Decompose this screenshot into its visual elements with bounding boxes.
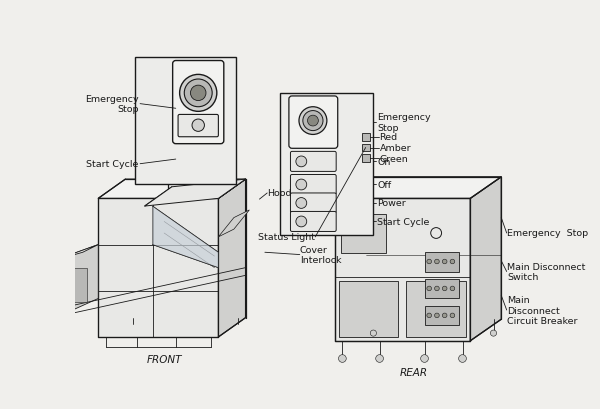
Circle shape bbox=[303, 111, 323, 131]
Bar bbox=[59, 268, 86, 303]
Polygon shape bbox=[338, 281, 398, 337]
Circle shape bbox=[434, 260, 439, 264]
Circle shape bbox=[179, 75, 217, 112]
Circle shape bbox=[192, 120, 205, 132]
Text: Main Disconnect
Switch: Main Disconnect Switch bbox=[508, 262, 586, 281]
Circle shape bbox=[184, 80, 212, 108]
Circle shape bbox=[434, 313, 439, 318]
Polygon shape bbox=[145, 180, 245, 207]
Text: On: On bbox=[377, 157, 391, 166]
Circle shape bbox=[421, 355, 428, 362]
Text: Green: Green bbox=[380, 155, 409, 164]
Circle shape bbox=[296, 198, 307, 209]
Bar bbox=[362, 144, 370, 152]
Polygon shape bbox=[152, 207, 218, 268]
Text: Start Cycle: Start Cycle bbox=[377, 218, 430, 227]
Circle shape bbox=[442, 286, 447, 291]
Circle shape bbox=[450, 260, 455, 264]
Bar bbox=[425, 279, 460, 299]
Circle shape bbox=[427, 313, 431, 318]
Circle shape bbox=[442, 313, 447, 318]
Polygon shape bbox=[335, 199, 470, 341]
Polygon shape bbox=[56, 245, 98, 318]
Circle shape bbox=[427, 260, 431, 264]
Circle shape bbox=[338, 355, 346, 362]
Circle shape bbox=[442, 260, 447, 264]
Text: Main
Disconnect
Circuit Breaker: Main Disconnect Circuit Breaker bbox=[508, 295, 578, 325]
FancyBboxPatch shape bbox=[290, 175, 336, 195]
Polygon shape bbox=[406, 281, 466, 337]
Text: Emergency
Stop: Emergency Stop bbox=[377, 113, 431, 133]
Text: Cover
Interlock: Cover Interlock bbox=[300, 245, 341, 265]
Circle shape bbox=[299, 108, 327, 135]
Text: FRONT: FRONT bbox=[146, 354, 182, 364]
Circle shape bbox=[431, 228, 442, 239]
Polygon shape bbox=[56, 245, 98, 260]
Circle shape bbox=[296, 216, 307, 227]
Text: Status Light: Status Light bbox=[258, 233, 315, 242]
FancyBboxPatch shape bbox=[173, 61, 224, 144]
Circle shape bbox=[370, 330, 376, 336]
Polygon shape bbox=[218, 180, 245, 337]
Polygon shape bbox=[218, 210, 250, 237]
Text: Emergency  Stop: Emergency Stop bbox=[508, 229, 589, 238]
FancyBboxPatch shape bbox=[289, 97, 338, 149]
Polygon shape bbox=[335, 178, 501, 199]
Polygon shape bbox=[98, 180, 245, 199]
Text: Red: Red bbox=[380, 133, 398, 142]
Circle shape bbox=[296, 180, 307, 191]
Bar bbox=[362, 134, 370, 141]
Text: Off: Off bbox=[377, 180, 391, 189]
Circle shape bbox=[458, 355, 466, 362]
FancyBboxPatch shape bbox=[290, 152, 336, 172]
Text: Power: Power bbox=[377, 199, 406, 208]
Text: Start Cycle: Start Cycle bbox=[86, 160, 139, 169]
Text: Amber: Amber bbox=[380, 144, 411, 153]
Circle shape bbox=[190, 86, 206, 101]
FancyBboxPatch shape bbox=[290, 193, 336, 213]
Circle shape bbox=[376, 355, 383, 362]
Polygon shape bbox=[98, 199, 218, 337]
Circle shape bbox=[296, 157, 307, 167]
Circle shape bbox=[308, 116, 319, 127]
Bar bbox=[280, 94, 373, 236]
Circle shape bbox=[434, 286, 439, 291]
Circle shape bbox=[490, 330, 497, 336]
FancyBboxPatch shape bbox=[178, 115, 218, 137]
Bar bbox=[136, 58, 236, 185]
Bar bbox=[362, 155, 370, 163]
Text: Hood: Hood bbox=[267, 189, 292, 198]
Bar bbox=[341, 214, 386, 254]
Polygon shape bbox=[470, 178, 501, 341]
Text: REAR: REAR bbox=[400, 367, 428, 377]
Circle shape bbox=[450, 313, 455, 318]
Circle shape bbox=[450, 286, 455, 291]
Bar bbox=[425, 306, 460, 326]
Circle shape bbox=[427, 286, 431, 291]
Bar bbox=[425, 253, 460, 272]
Text: Emergency
Stop: Emergency Stop bbox=[85, 95, 139, 114]
FancyBboxPatch shape bbox=[290, 212, 336, 232]
